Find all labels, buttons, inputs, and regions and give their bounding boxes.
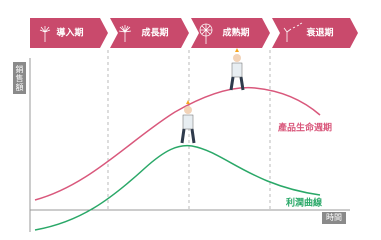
diagram-canvas: 導入期 成長期 成熟期 衰退期 產品生命週期 利潤曲線: [0, 0, 381, 240]
phase-label: 成熟期: [222, 27, 249, 39]
profit-curve-label: 利潤曲線: [285, 197, 322, 209]
person-figure: [231, 48, 243, 90]
diagram: 導入期 成長期 成熟期 衰退期 產品生命週期 利潤曲線 銷售額 時間: [0, 0, 381, 240]
sales-curve: [35, 88, 320, 200]
phase-label: 衰退期: [305, 27, 333, 39]
phase-dividers: [108, 50, 270, 212]
phase-label: 導入期: [56, 27, 83, 39]
y-axis-label: 銷售額: [13, 62, 26, 94]
x-axis-label: 時間: [322, 212, 346, 224]
phase-label: 成長期: [141, 27, 168, 39]
sales-curve-label: 產品生命週期: [277, 122, 332, 134]
profit-curve: [35, 146, 320, 230]
